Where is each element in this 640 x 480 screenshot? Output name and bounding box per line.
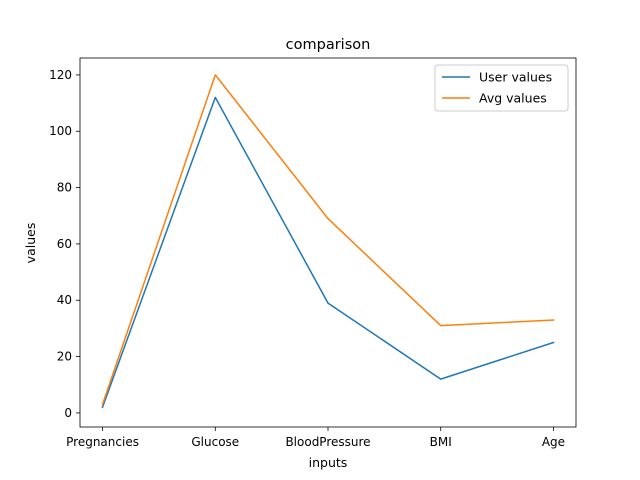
- y-tick-label: 120: [49, 68, 72, 82]
- series-line-2: [101, 74, 555, 406]
- x-tick-label: Glucose: [191, 435, 239, 449]
- legend: User values Avg values: [434, 64, 569, 112]
- y-tick-label: 80: [57, 181, 72, 195]
- x-tick-label: BloodPressure: [285, 435, 370, 449]
- y-tick-label: 20: [57, 350, 72, 364]
- y-tick-label: 0: [64, 406, 72, 420]
- plot-area: [79, 57, 577, 428]
- series-layer: [101, 74, 555, 409]
- y-tick-label: 40: [57, 293, 72, 307]
- x-axis-label: inputs: [309, 455, 348, 470]
- x-axis: Pregnancies Glucose BloodPressure BMI Age: [66, 427, 565, 449]
- y-tick-label: 100: [49, 124, 72, 138]
- chart-title: comparison: [286, 37, 371, 53]
- x-tick-label: BMI: [430, 435, 452, 449]
- x-tick-label: Age: [542, 435, 565, 449]
- y-axis: 0 20 40 60 80 100 120: [49, 68, 80, 420]
- y-axis-label: values: [23, 223, 38, 264]
- legend-label: Avg values: [479, 91, 547, 106]
- plot-frame: [79, 57, 577, 428]
- legend-label: User values: [479, 70, 552, 85]
- y-tick-label: 60: [57, 237, 72, 251]
- x-tick-label: Pregnancies: [66, 435, 139, 449]
- series-line-1: [101, 96, 555, 409]
